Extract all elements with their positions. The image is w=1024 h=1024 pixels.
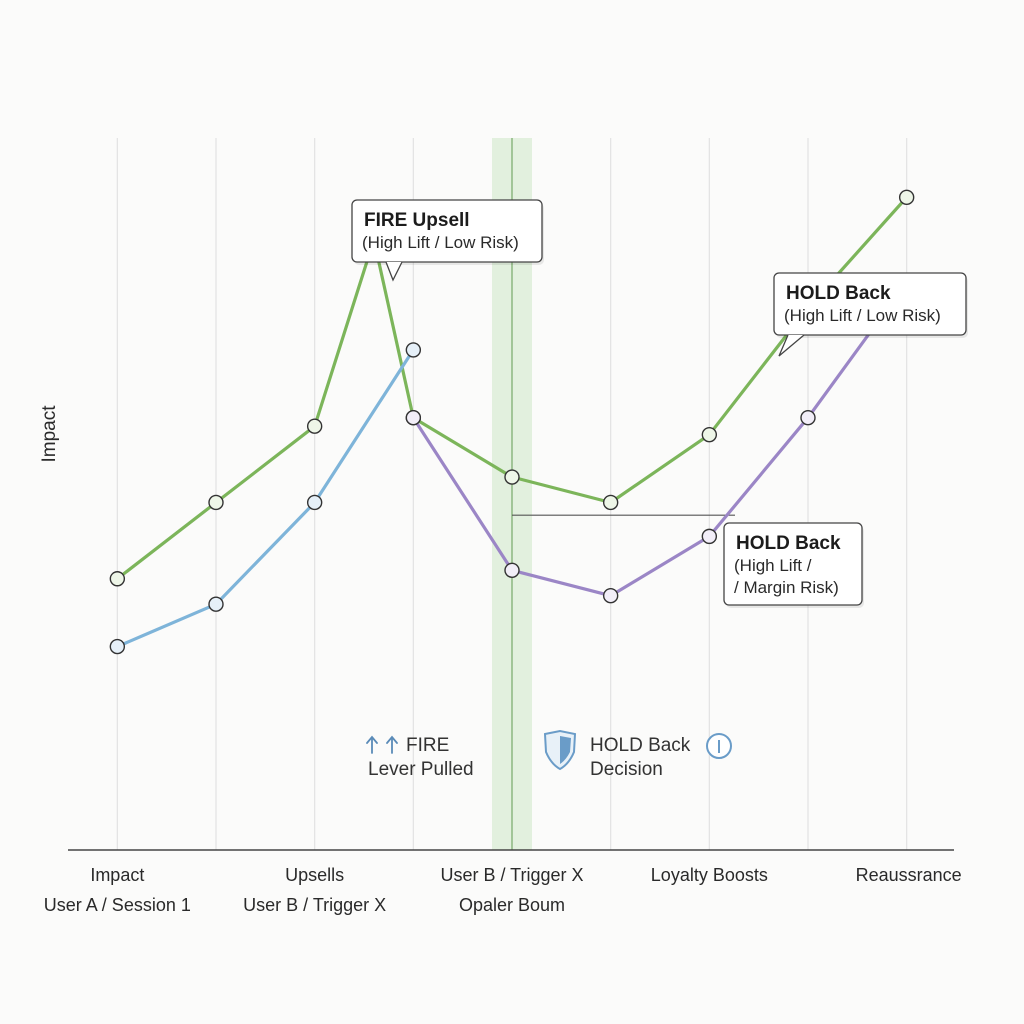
data-point-green [208,494,224,511]
callout-hold_back_1: HOLD Back (High Lift / Low Risk) [773,272,968,357]
y-axis-title: Impact [39,405,60,463]
callout-title: FIRE Upsell [364,210,470,231]
callout-box [723,522,863,606]
callout-title: HOLD Back [736,533,841,554]
data-point-purple [504,562,520,578]
data-point-blue [405,342,422,358]
x-tick-label: Reaussrance [856,865,962,885]
callout-subtitle: (High Lift / Low Risk) [784,306,941,325]
callout-tail [778,334,805,357]
double-up-arrow-icon [366,735,398,754]
callout-subtitle: (High Lift / [734,556,812,575]
legend-label: Decision [590,759,663,780]
legend-label: Lever Pulled [368,759,474,780]
data-point-green [898,189,915,206]
data-point-blue [306,494,323,511]
data-point-green [602,494,619,511]
series-line-purple [411,280,909,598]
callout-fire_upsell: FIRE Upsell (High Lift / Low Risk) [351,199,544,282]
x-tick-label: Opaler Boum [459,895,565,915]
callout-title: HOLD Back [786,283,891,304]
x-tick-label: Impact [90,865,144,885]
callout-subtitle: / Margin Risk) [734,578,839,597]
x-tick-label: User B / Trigger X [243,895,386,915]
x-tick-label: Upsells [285,865,344,885]
legend-item-hold: HOLD Back Decision [543,729,732,780]
legend-label: HOLD Back [590,735,691,756]
callout-hold_back_2: HOLD Back (High Lift / / Margin Risk) [723,522,864,608]
x-tick-label: User B / Trigger X [440,865,583,885]
callout-box [351,199,543,263]
legend-item-fire: FIRE Lever Pulled [366,735,474,780]
data-point-purple [800,410,816,426]
data-point-green [109,571,126,587]
shield-icon-fill [560,736,571,764]
arrow-head [386,735,398,744]
callout-tail-fill [386,262,402,280]
data-point-green [306,418,323,434]
callout-subtitle: (High Lift / Low Risk) [362,233,519,252]
data-point-blue [208,596,224,612]
data-point-blue [109,638,126,655]
data-point-purple [405,410,422,426]
data-point-purple [602,588,619,604]
data-point-green [701,426,718,443]
callout-tail [385,261,403,282]
x-tick-label: User A / Session 1 [44,895,191,915]
data-point-purple [701,528,718,545]
callout-box [773,272,967,336]
x-tick-label: Loyalty Boosts [651,865,768,885]
series-line-green [115,195,909,581]
legend-label: FIRE [406,735,449,756]
series-line-blue [115,348,415,649]
data-point-green [504,469,520,485]
arrow-head [366,735,378,744]
